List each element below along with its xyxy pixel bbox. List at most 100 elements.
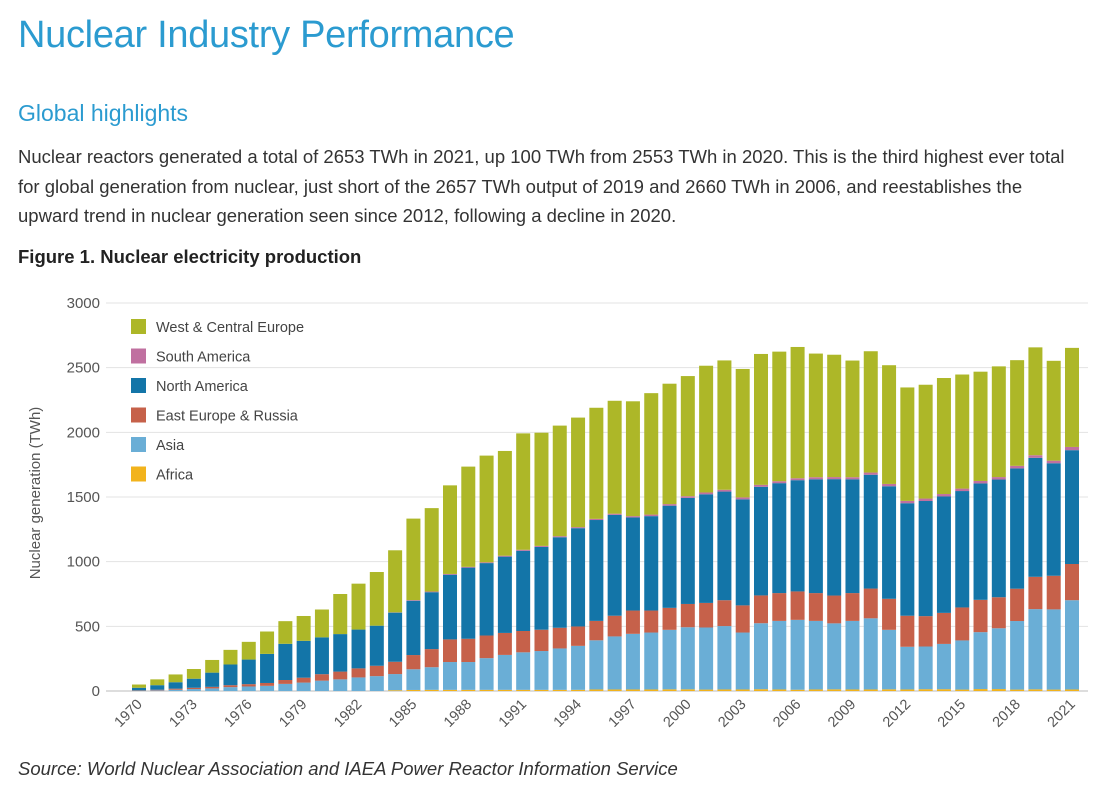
x-tick-label: 2000: [661, 697, 695, 731]
bar-segment: [790, 689, 805, 691]
legend-swatch: [131, 466, 146, 482]
bar-segment: [644, 632, 659, 690]
bar-segment: [205, 672, 220, 687]
bar-segment: [918, 689, 933, 691]
bar-segment: [168, 689, 183, 691]
bar-segment: [351, 629, 366, 669]
bar-segment: [1010, 360, 1025, 466]
bar-segment: [571, 527, 586, 529]
bar-segment: [241, 659, 256, 685]
bar-segment: [424, 667, 439, 690]
bar-segment: [827, 479, 842, 596]
bar-segment: [1028, 347, 1043, 456]
highlights-paragraph: Nuclear reactors generated a total of 26…: [18, 146, 1065, 226]
x-tick-label: 1976: [221, 697, 255, 731]
bar-segment: [552, 627, 567, 649]
bar-segment: [625, 401, 640, 517]
bar-segment: [680, 496, 695, 498]
bar-segment: [863, 588, 878, 619]
bar-segment: [808, 479, 823, 594]
bar-segment: [1028, 457, 1043, 577]
bar-segment: [955, 488, 970, 492]
bar-segment: [882, 486, 897, 599]
bar-segment: [607, 636, 622, 690]
bar-segment: [1028, 609, 1043, 690]
bar-segment: [662, 505, 677, 608]
bar-segment: [461, 567, 476, 639]
bar-segment: [918, 501, 933, 617]
bar-segment: [241, 641, 256, 660]
bar-segment: [443, 689, 457, 691]
bar-segment: [772, 620, 787, 690]
bar-segment: [516, 550, 531, 631]
bar-segment: [205, 659, 220, 673]
x-tick-label: 2006: [770, 697, 804, 731]
bar-segment: [735, 632, 750, 690]
bar-segment: [333, 594, 348, 635]
bar-segment: [278, 621, 293, 644]
bar-segment: [845, 620, 860, 690]
legend-label: East Europe & Russia: [156, 409, 299, 425]
bar-segment: [680, 627, 695, 690]
bar-segment: [790, 480, 805, 592]
bar-segment: [388, 690, 403, 691]
bar-segment: [863, 618, 878, 690]
bar-segment: [644, 689, 659, 691]
bar-segment: [1028, 689, 1043, 691]
bar-segment: [589, 689, 604, 691]
bar-segment: [827, 595, 842, 624]
bar-segment: [351, 668, 366, 678]
bar-segment: [369, 676, 384, 691]
bar-segment: [150, 679, 165, 686]
bar-segment: [644, 514, 659, 517]
bar-segment: [1065, 689, 1079, 691]
bar-segment: [680, 689, 695, 691]
x-tick-label: 1988: [441, 697, 475, 731]
bar-segment: [1010, 468, 1025, 589]
bar-segment: [607, 615, 622, 637]
bar-segment: [991, 366, 1006, 478]
bar-segment: [790, 591, 805, 620]
bar-segment: [845, 479, 860, 594]
bar-segment: [662, 607, 677, 630]
x-tick-label: 2003: [715, 697, 749, 731]
bar-segment: [589, 407, 604, 519]
bar-segment: [589, 518, 604, 521]
bar-segment: [1065, 600, 1079, 690]
bar-segment: [882, 483, 897, 487]
section-subtitle: Global highlights: [18, 100, 189, 126]
bar-segment: [351, 677, 366, 691]
bar-segment: [369, 665, 384, 677]
bar-segment: [845, 593, 860, 621]
bar-segment: [827, 689, 842, 691]
bar-segment: [388, 612, 403, 662]
figure-title: Figure 1. Nuclear electricity production: [18, 246, 362, 267]
bar-segment: [132, 684, 146, 688]
bar-segment: [516, 630, 531, 653]
bar-segment: [571, 626, 586, 646]
bar-segment: [497, 556, 512, 633]
y-tick-label: 1000: [67, 554, 100, 571]
bar-segment: [479, 635, 494, 659]
bar-segment: [1028, 455, 1043, 458]
bar-segment: [699, 494, 714, 603]
bar-segment: [1065, 563, 1079, 601]
bar-segment: [571, 645, 586, 690]
bar-segment: [424, 592, 439, 650]
bar-segment: [333, 679, 348, 691]
bar-segment: [699, 365, 714, 493]
bar-segment: [863, 689, 878, 691]
bar-segment: [680, 603, 695, 628]
bar-segment: [754, 595, 768, 624]
bar-segment: [314, 637, 329, 675]
bar-segment: [1065, 446, 1079, 451]
bar-segment: [991, 477, 1006, 480]
bar-segment: [900, 503, 915, 616]
bar-segment: [607, 513, 622, 515]
bar-segment: [754, 486, 768, 596]
chart-legend: West & Central Europe South America North …: [131, 319, 304, 484]
legend-label: South America: [156, 350, 251, 366]
bar-segment: [168, 674, 183, 683]
legend-swatch: [131, 407, 146, 423]
bar-segment: [772, 351, 787, 482]
